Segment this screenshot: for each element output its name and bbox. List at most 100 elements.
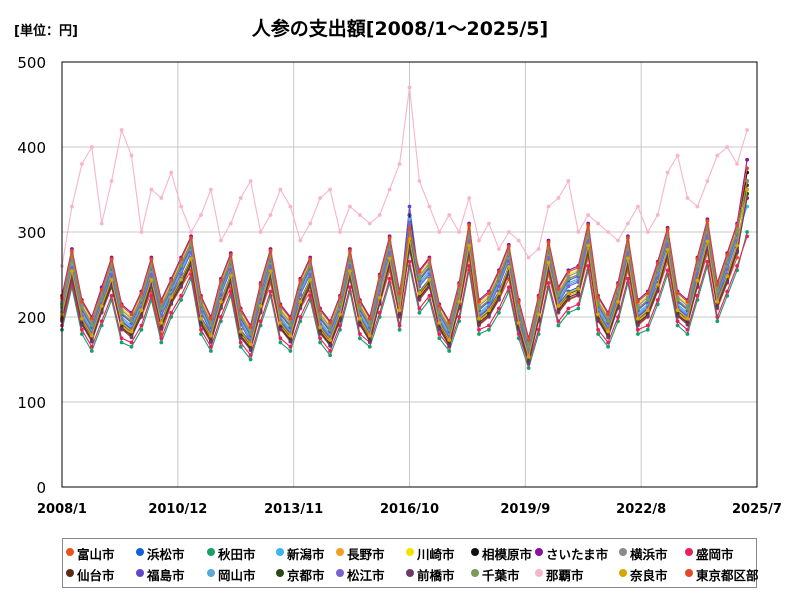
y-tick-label: 100 (17, 394, 46, 412)
data-point (318, 308, 322, 313)
data-point (407, 217, 412, 222)
data-point (228, 221, 233, 226)
data-point (70, 204, 74, 209)
data-point (318, 340, 322, 345)
data-point (427, 293, 432, 298)
data-point (397, 327, 402, 332)
data-point (685, 306, 690, 311)
data-point (497, 306, 501, 311)
data-point (258, 319, 263, 324)
data-point (616, 289, 620, 294)
data-point (228, 273, 233, 278)
data-point (199, 213, 203, 217)
y-tick-label: 200 (17, 309, 46, 327)
data-point (606, 329, 610, 334)
legend-item: 仙台市 (66, 568, 115, 593)
data-point (159, 327, 164, 331)
data-point (129, 344, 134, 349)
data-point (219, 293, 223, 297)
data-point (139, 314, 144, 318)
data-point (119, 128, 124, 132)
data-point (636, 204, 640, 209)
data-point (109, 293, 114, 298)
series-line (61, 197, 748, 364)
data-point (248, 342, 253, 347)
data-point (377, 213, 382, 217)
data-point (238, 344, 243, 349)
data-point (119, 304, 124, 308)
data-point (705, 219, 710, 223)
data-point (288, 316, 293, 321)
data-point (506, 230, 511, 234)
data-point (119, 321, 124, 325)
data-point (407, 85, 412, 90)
data-point (298, 299, 303, 304)
legend-label: 新潟市 (287, 547, 325, 562)
data-point (497, 276, 501, 281)
data-point (199, 295, 203, 300)
data-point (129, 312, 134, 317)
legend-label: 長野市 (347, 547, 385, 562)
data-point (745, 157, 749, 162)
legend-label: 京都市 (287, 568, 325, 583)
data-point (129, 153, 134, 158)
data-point (199, 332, 203, 336)
data-point (338, 323, 342, 328)
x-tick-label: 2016/10 (380, 502, 439, 517)
data-point (626, 236, 630, 240)
data-point (169, 285, 174, 290)
data-point (238, 315, 243, 319)
data-point (626, 256, 630, 261)
data-point (387, 276, 392, 281)
data-point (675, 308, 680, 313)
data-point (348, 248, 352, 253)
data-point (685, 322, 690, 327)
data-point (487, 291, 491, 296)
data-point (447, 213, 452, 217)
data-point (497, 310, 501, 315)
data-point (278, 187, 283, 192)
data-point (199, 327, 203, 332)
data-point (209, 344, 213, 349)
legend-item: 相模原市 (471, 547, 532, 572)
data-point (70, 248, 74, 253)
data-point (487, 323, 491, 328)
data-point (238, 196, 243, 200)
x-tick-label: 2008/1 (37, 502, 87, 517)
legend-item: 京都市 (276, 568, 325, 593)
grid-lines (61, 61, 758, 488)
data-point (308, 257, 313, 262)
data-point (367, 323, 372, 328)
data-point (169, 278, 174, 283)
data-point (576, 287, 581, 291)
data-point (526, 355, 531, 359)
plot-frame (61, 61, 758, 488)
data-point (606, 344, 610, 349)
data-point (616, 238, 620, 243)
series-line (61, 86, 748, 267)
data-point (715, 319, 720, 324)
data-point (487, 221, 491, 226)
data-point (169, 310, 174, 315)
data-point (497, 297, 501, 301)
data-point (745, 187, 749, 192)
data-point (735, 250, 739, 255)
data-point (596, 295, 600, 300)
data-point (546, 240, 551, 245)
data-point (377, 310, 382, 315)
data-point (467, 243, 471, 248)
data-point (636, 327, 640, 332)
data-point (377, 274, 382, 279)
legend-label: 秋田市 (218, 547, 256, 562)
legend-item: 奈良市 (619, 568, 668, 593)
data-point (715, 153, 720, 158)
data-point (665, 268, 670, 273)
data-point (576, 230, 581, 234)
data-point (586, 243, 591, 248)
data-point (655, 288, 660, 293)
data-point (348, 269, 352, 273)
data-point (159, 299, 164, 304)
data-point (238, 308, 243, 313)
legend-marker (66, 548, 74, 556)
